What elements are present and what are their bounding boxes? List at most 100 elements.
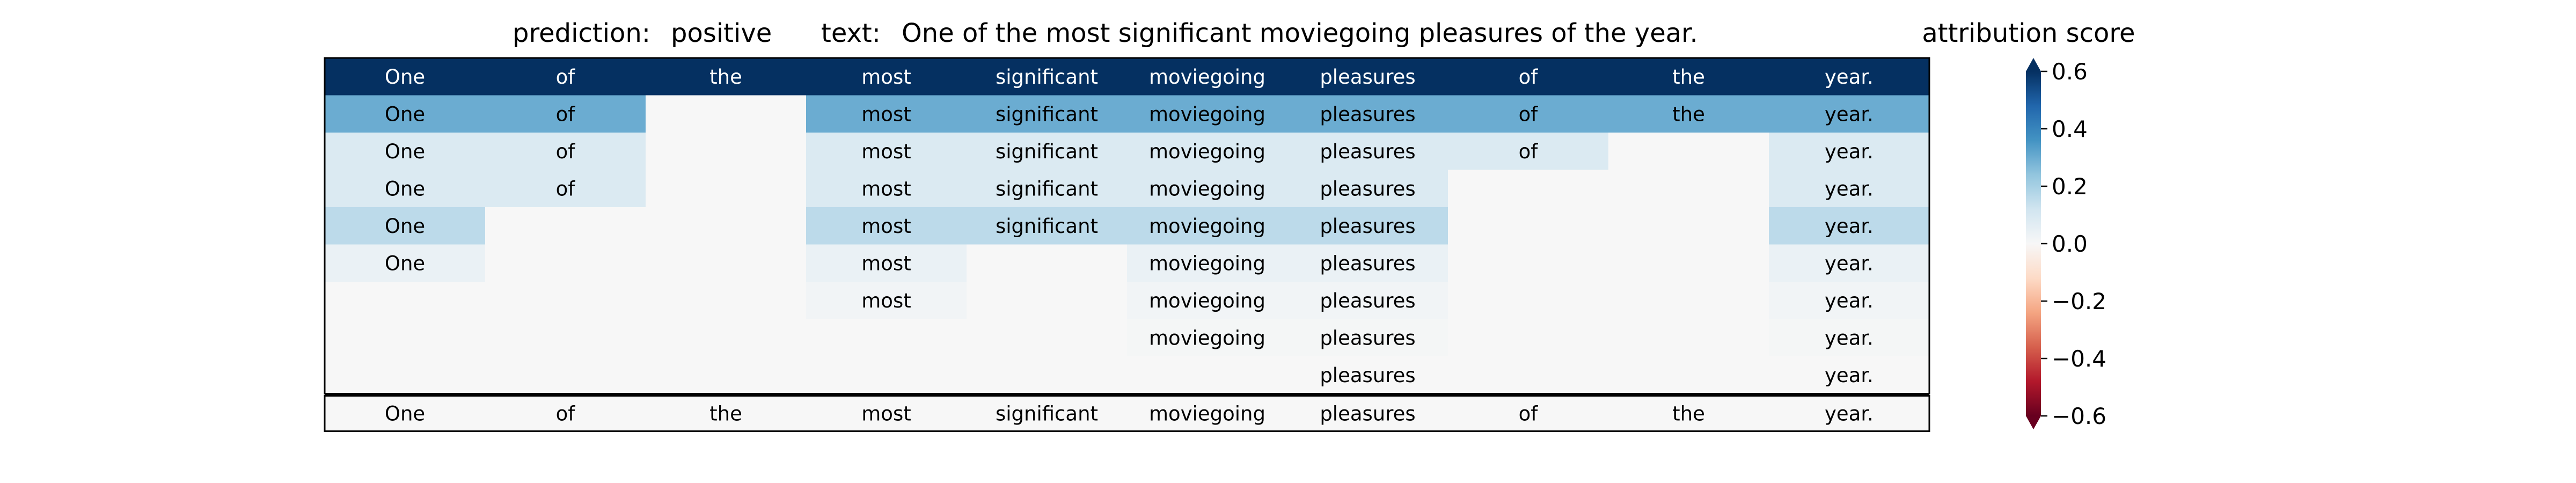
heatmap-row-0-token: moviegoing xyxy=(1149,65,1265,89)
heatmap-row-7-cell xyxy=(325,319,486,357)
heatmap-row-4-token: most xyxy=(861,215,911,238)
heatmap-row-6-cell xyxy=(806,282,967,320)
heatmap-row-2-cell xyxy=(1608,133,1769,171)
input-row-cell xyxy=(1127,396,1288,432)
input-row-cell xyxy=(806,396,967,432)
heatmap-row-8-cell xyxy=(1769,356,1930,394)
heatmap-row-3-token: of xyxy=(556,177,576,200)
heatmap-row-2-cell xyxy=(967,133,1128,171)
colorbar-gradient xyxy=(2026,71,2041,416)
heatmap-row-0-token: pleasures xyxy=(1320,65,1415,89)
input-row-cell xyxy=(485,396,646,432)
heatmap-row-8-cell xyxy=(1448,356,1609,394)
heatmap-row-0-cell xyxy=(1287,58,1448,96)
heatmap-row-4-cell xyxy=(485,207,646,245)
heatmap-row-3-cell xyxy=(806,170,967,208)
heatmap-row-4-cell xyxy=(806,207,967,245)
heatmap-row-3-token: most xyxy=(861,177,911,200)
heatmap-row-5-token: pleasures xyxy=(1320,252,1415,275)
heatmap-row-2-cell xyxy=(1127,133,1288,171)
heatmap-row-8-cell xyxy=(325,356,486,394)
heatmap-row-2-token: year. xyxy=(1825,140,1874,163)
heatmap-row-5-cell xyxy=(485,244,646,282)
heatmap-row-4-cell xyxy=(1127,207,1288,245)
heatmap-row-8-cell xyxy=(1127,356,1288,394)
heatmap-row-1-token: the xyxy=(1672,103,1705,126)
heatmap-row-2-token: moviegoing xyxy=(1149,140,1265,163)
input-row-cell xyxy=(1448,396,1609,432)
heatmap-row-4-cell xyxy=(1287,207,1448,245)
heatmap-row-2-token: significant xyxy=(996,140,1098,163)
heatmap-row-6-cell xyxy=(1287,282,1448,320)
heatmap-row-7-cell xyxy=(1287,319,1448,357)
attribution-heatmap: One of the most significant moviegoing pleasur… xyxy=(324,57,1930,432)
heatmap-row-1-token: most xyxy=(861,103,911,126)
heatmap-row-0-token: most xyxy=(861,65,911,89)
colorbar-tick-label: 0.2 xyxy=(2052,173,2088,200)
heatmap-row-6-cell xyxy=(485,282,646,320)
heatmap-row-5-token: year. xyxy=(1825,252,1874,275)
heatmap-row-0-cell xyxy=(325,58,486,96)
heatmap-row-5-cell xyxy=(646,244,807,282)
heatmap-row-3-cell xyxy=(1287,170,1448,208)
heatmap-row-0-cell xyxy=(1448,58,1609,96)
heatmap-row-8-cell xyxy=(1287,356,1448,394)
heatmap-row-2-token: of xyxy=(556,140,576,163)
heatmap-row-8-cell xyxy=(967,356,1128,394)
heatmap-row-1-cell xyxy=(967,95,1128,133)
heatmap-row-5-cell xyxy=(967,244,1128,282)
heatmap-row-8-cell xyxy=(646,356,807,394)
heatmap-row-7-cell xyxy=(646,319,807,357)
heatmap-row-1-cell xyxy=(1287,95,1448,133)
heatmap-row-2-cell xyxy=(1448,133,1609,171)
heatmap-row-8-cell xyxy=(806,356,967,394)
heatmap-row-3-cell xyxy=(967,170,1128,208)
heatmap-row-4-cell xyxy=(1448,207,1609,245)
heatmap-row-5-cell xyxy=(1127,244,1288,282)
input-row-token: of xyxy=(556,402,576,426)
heatmap-row-0-cell xyxy=(646,58,807,96)
heatmap-row-7-cell xyxy=(1127,319,1288,357)
input-row-cell xyxy=(967,396,1128,432)
heatmap-row-4-cell xyxy=(646,207,807,245)
heatmap-row-0-cell xyxy=(1769,58,1930,96)
heatmap-row-1-token: moviegoing xyxy=(1149,103,1265,126)
heatmap-row-2-token: pleasures xyxy=(1320,140,1415,163)
heatmap-row-5-cell xyxy=(1287,244,1448,282)
colorbar-extend-max xyxy=(2026,58,2041,71)
colorbar-tick-label: −0.2 xyxy=(2052,288,2106,314)
heatmap-row-1-cell xyxy=(1769,95,1930,133)
input-row-token: pleasures xyxy=(1320,402,1415,426)
heatmap-row-7-token: year. xyxy=(1825,326,1874,349)
heatmap-row-3-cell xyxy=(646,170,807,208)
heatmap-row-0-cell xyxy=(1127,58,1288,96)
heatmap-row-8-cell xyxy=(1608,356,1769,394)
heatmap-row-7-token: moviegoing xyxy=(1149,326,1265,349)
colorbar-tick-label: −0.4 xyxy=(2052,346,2106,372)
heatmap-row-1-token: significant xyxy=(996,103,1098,126)
input-row-cell xyxy=(1287,396,1448,432)
input-row-token: moviegoing xyxy=(1149,402,1265,426)
colorbar-tick-label: −0.6 xyxy=(2052,403,2106,429)
input-row-token: One xyxy=(385,402,425,426)
heatmap-row-7-cell xyxy=(1769,319,1930,357)
heatmap-row-6-cell xyxy=(1608,282,1769,320)
heatmap-row-5-token: One xyxy=(385,252,425,275)
text-label: text: xyxy=(821,18,881,48)
heatmap-row-7-token: pleasures xyxy=(1320,326,1415,349)
heatmap-row-2-cell xyxy=(806,133,967,171)
heatmap-row-1-token: One xyxy=(385,103,425,126)
input-row-token: the xyxy=(1672,402,1705,426)
heatmap-row-1-cell xyxy=(1448,95,1609,133)
heatmap-row-2-cell xyxy=(646,133,807,171)
input-row-token: most xyxy=(861,402,911,426)
heatmap-row-2-cell xyxy=(1769,133,1930,171)
heatmap-row-3-cell xyxy=(1127,170,1288,208)
heatmap-row-4-token: One xyxy=(385,215,425,238)
heatmap-row-5-token: moviegoing xyxy=(1149,252,1265,275)
heatmap-row-0-token: the xyxy=(709,65,742,89)
heatmap-row-3-cell xyxy=(325,170,486,208)
heatmap-row-4-cell xyxy=(967,207,1128,245)
heatmap-row-4-token: significant xyxy=(996,215,1098,238)
